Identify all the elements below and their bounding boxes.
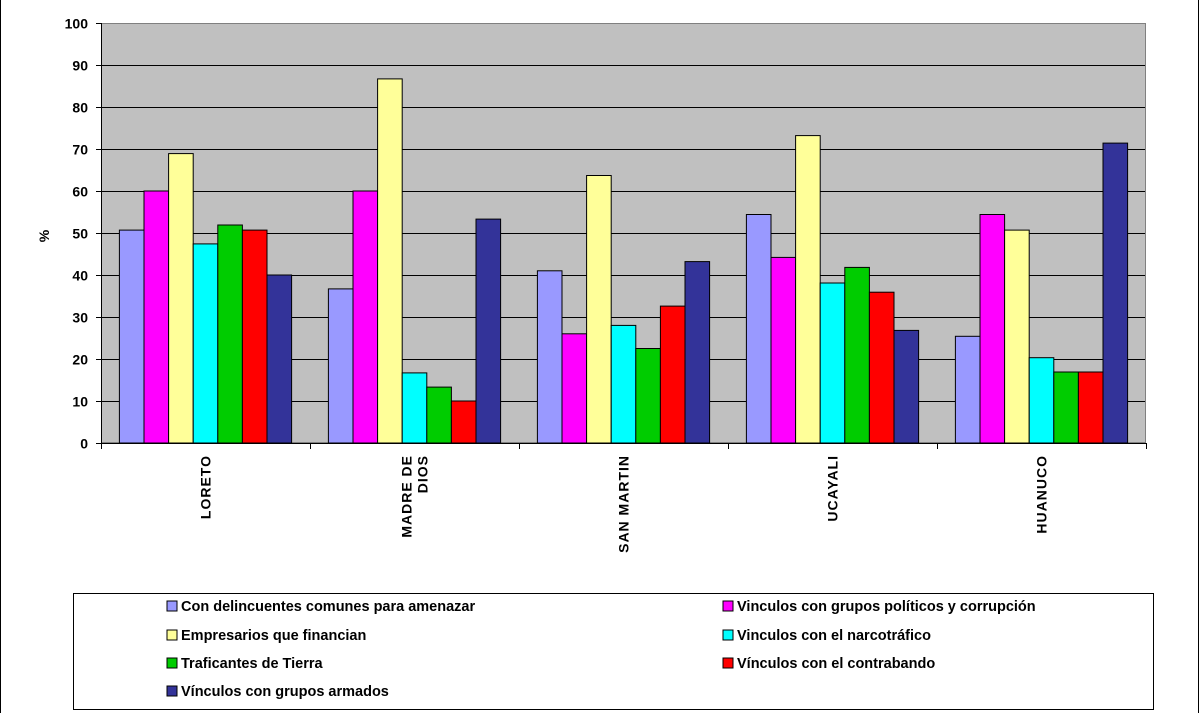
bar — [143, 190, 170, 444]
bar — [659, 305, 686, 444]
bar — [745, 214, 772, 444]
bar — [1102, 142, 1129, 444]
bar — [536, 270, 563, 444]
y-axis-label: % — [36, 229, 52, 242]
bar — [684, 261, 711, 444]
bar — [241, 229, 268, 444]
y-tick-label: 70 — [72, 142, 88, 158]
legend-swatch — [166, 685, 178, 697]
legend-label: Vínculos con grupos armados — [181, 684, 389, 700]
legend-swatch — [166, 600, 178, 612]
bar — [450, 400, 477, 444]
bar — [893, 329, 920, 444]
bar — [610, 324, 637, 444]
y-tick-label: 40 — [72, 268, 88, 284]
legend-box — [73, 593, 1154, 710]
bar — [635, 348, 661, 444]
bar — [868, 291, 895, 444]
legend-label: Con delincuentes comunes para amenazar — [181, 599, 475, 615]
x-axis-categories: LORETO MADRE DE DIOS SAN MARTIN UCAYALI HUANU… — [101, 443, 1147, 553]
bar — [426, 386, 452, 444]
bar — [217, 224, 243, 444]
bar — [795, 135, 821, 444]
x-category-label: MADRE DE — [399, 455, 415, 538]
bar — [586, 175, 612, 444]
bar — [327, 288, 354, 444]
bar — [561, 333, 588, 444]
y-tick-label: 80 — [72, 100, 88, 116]
legend-label: Vinculos con grupos políticos y corrupci… — [737, 599, 1036, 615]
bar — [844, 266, 870, 444]
bar — [352, 190, 379, 444]
y-tick-label: 100 — [65, 16, 89, 32]
legend-swatch — [166, 657, 178, 669]
bar — [118, 229, 145, 444]
bar — [377, 78, 403, 444]
y-tick-label: 50 — [72, 226, 88, 242]
legend-label: Traficantes de Tierra — [181, 656, 324, 672]
bar — [266, 274, 293, 444]
y-tick-label: 60 — [72, 184, 88, 200]
x-category-label: LORETO — [198, 455, 214, 519]
bar — [819, 282, 846, 444]
legend-swatch — [722, 657, 734, 669]
y-tick-label: 30 — [72, 310, 88, 326]
x-category-label: HUANUCO — [1034, 455, 1050, 534]
legend-swatch — [166, 629, 178, 641]
bar — [770, 256, 797, 444]
bar — [192, 243, 219, 444]
legend-swatch — [722, 629, 734, 641]
legend-swatch — [722, 600, 734, 612]
y-tick-label: 90 — [72, 58, 88, 74]
bar — [401, 372, 428, 444]
legend: Con delincuentes comunes para amenazar Vi… — [73, 593, 1154, 710]
bar — [1077, 371, 1104, 444]
bar — [1028, 357, 1055, 444]
bar — [979, 214, 1006, 444]
bars — [118, 78, 1129, 444]
bar — [168, 153, 194, 444]
bar — [475, 218, 502, 444]
bar — [1004, 229, 1030, 444]
y-tick-label: 0 — [80, 436, 88, 452]
y-axis-ticks: 0 10 20 30 40 50 60 70 80 90 100 — [65, 16, 101, 452]
legend-label: Vínculos con el contrabando — [737, 656, 935, 672]
x-category-label: UCAYALI — [825, 455, 841, 522]
bar — [954, 335, 981, 444]
x-category-label: SAN MARTIN — [616, 455, 632, 553]
x-category-label: DIOS — [415, 455, 431, 493]
legend-label: Vinculos con el narcotráfico — [737, 628, 931, 644]
bar — [1053, 371, 1079, 444]
y-tick-label: 10 — [72, 394, 88, 410]
legend-label: Empresarios que financian — [181, 628, 366, 644]
y-tick-label: 20 — [72, 352, 88, 368]
